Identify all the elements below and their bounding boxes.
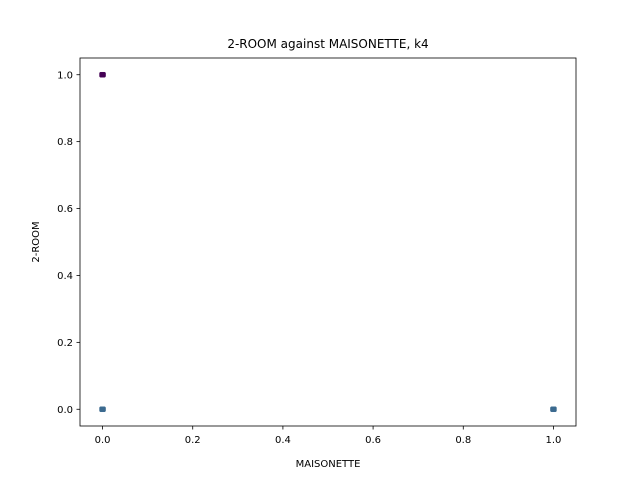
x-tick-label: 0.6	[365, 435, 381, 446]
chart-title: 2-ROOM against MAISONETTE, k4	[227, 37, 428, 51]
plot-frame	[79, 57, 577, 427]
scatter-point	[99, 406, 106, 413]
x-tick-label: 0.0	[95, 435, 111, 446]
y-axis-ticks: 0.0 0.2 0.4 0.6 0.8 1.0	[57, 70, 80, 416]
y-tick-label: 0.8	[57, 137, 73, 148]
x-tick-label: 0.8	[455, 435, 471, 446]
y-tick-label: 0.0	[57, 405, 73, 416]
x-tick-label: 0.4	[275, 435, 291, 446]
y-tick-label: 0.6	[57, 204, 73, 215]
y-tick-label: 1.0	[57, 70, 73, 81]
y-axis-label: 2-ROOM	[31, 221, 42, 262]
x-axis-label: MAISONETTE	[296, 459, 361, 470]
y-tick-label: 0.4	[57, 271, 73, 282]
y-tick-label: 0.2	[57, 338, 73, 349]
x-tick-label: 0.2	[185, 435, 201, 446]
x-tick-label: 1.0	[546, 435, 562, 446]
scatter-point	[99, 71, 106, 78]
scatter-point	[550, 406, 557, 413]
data-points	[99, 71, 557, 413]
x-axis-ticks: 0.0 0.2 0.4 0.6 0.8 1.0	[95, 426, 562, 446]
